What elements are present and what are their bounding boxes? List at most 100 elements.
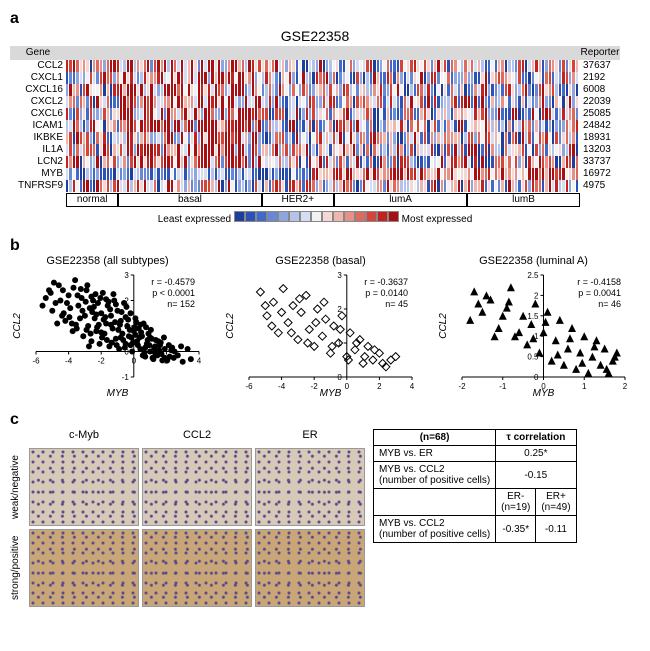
panel-c-body: c-MybCCL2ERweak/negativestrong/positive … xyxy=(10,429,620,607)
correlation-table: (n=68)τ correlationMYB vs. ER0.25*MYB vs… xyxy=(373,429,577,543)
corr-value: -0.35* xyxy=(496,516,536,543)
data-point xyxy=(138,329,144,335)
data-point xyxy=(297,308,305,316)
xlabel: MYB xyxy=(533,388,555,399)
data-point xyxy=(103,296,109,302)
scatter-plot: GSE22358 (all subtypes)-6-4-2024-10123MY… xyxy=(10,255,205,399)
data-point xyxy=(568,324,576,332)
corr-value: 0.25* xyxy=(496,446,576,462)
heatmap-cell xyxy=(576,96,579,108)
xtick-label: -4 xyxy=(65,357,73,366)
data-point xyxy=(127,327,133,333)
data-point xyxy=(143,324,149,330)
xtick-label: -6 xyxy=(245,382,253,391)
data-point xyxy=(162,355,168,361)
ylabel: CCL2 xyxy=(12,313,23,339)
gene-label: ICAM1 xyxy=(10,120,66,132)
data-point xyxy=(588,353,596,361)
panel-a-label: a xyxy=(10,10,28,28)
data-point xyxy=(114,342,120,348)
data-point xyxy=(128,310,134,316)
data-point xyxy=(327,349,335,357)
data-point xyxy=(115,327,121,333)
ihc-col-header: ER xyxy=(255,429,365,445)
heatmap-cell xyxy=(576,132,579,144)
heatmap-row xyxy=(66,108,580,120)
data-point xyxy=(88,338,94,344)
data-point xyxy=(351,346,359,354)
data-point xyxy=(564,344,572,352)
reporter-label: 13203 xyxy=(580,144,620,156)
gene-label: IL1A xyxy=(10,144,66,156)
data-point xyxy=(98,329,104,335)
panel-b: b GSE22358 (all subtypes)-6-4-2024-10123… xyxy=(10,237,640,399)
heatmap-cell xyxy=(576,144,579,156)
data-point xyxy=(101,317,107,323)
heatmap-cell xyxy=(576,84,579,96)
data-point xyxy=(67,305,73,311)
data-point xyxy=(542,318,550,326)
corr-row-label: MYB vs. ER xyxy=(374,446,496,462)
scatter-plot: GSE22358 (luminal A)-2-101200.511.522.5M… xyxy=(436,255,631,399)
data-point xyxy=(157,342,163,348)
corr-row-label: MYB vs. CCL2(number of positive cells) xyxy=(374,516,496,543)
data-point xyxy=(478,308,486,316)
heatmap-cell xyxy=(576,120,579,132)
data-point xyxy=(305,325,313,333)
xtick-label: -6 xyxy=(32,357,40,366)
xtick-label: 4 xyxy=(410,382,415,391)
data-point xyxy=(603,365,611,373)
data-point xyxy=(392,353,400,361)
data-point xyxy=(369,356,377,364)
heatmap-row xyxy=(66,120,580,132)
data-point xyxy=(70,285,76,291)
data-point xyxy=(527,320,535,328)
gene-label: LCN2 xyxy=(10,156,66,168)
heatmap-cell xyxy=(576,180,579,192)
reporter-label: 2192 xyxy=(580,72,620,84)
ihc-col-header: CCL2 xyxy=(142,429,252,445)
data-point xyxy=(118,334,124,340)
data-point xyxy=(566,334,574,342)
xtick-label: 1 xyxy=(582,382,587,391)
reporter-header: Reporter xyxy=(580,46,620,60)
panel-c: c c-MybCCL2ERweak/negativestrong/positiv… xyxy=(10,411,640,607)
ihc-image xyxy=(29,448,139,526)
ihc-image xyxy=(142,529,252,607)
heatmap-row xyxy=(66,96,580,108)
legend-swatch xyxy=(267,211,278,222)
heatmap-cell xyxy=(576,60,579,72)
xlabel: MYB xyxy=(320,388,342,399)
heatmap-row xyxy=(66,144,580,156)
reporter-label: 4975 xyxy=(580,180,620,192)
legend-swatch xyxy=(322,211,333,222)
data-point xyxy=(580,332,588,340)
heatmap-cell xyxy=(576,108,579,120)
scatter-title: GSE22358 (basal) xyxy=(223,255,418,267)
xtick-label: 0 xyxy=(132,357,137,366)
data-point xyxy=(75,292,81,298)
subtype-box: HER2+ xyxy=(262,193,335,207)
data-point xyxy=(597,361,605,369)
heatmap-header-blank xyxy=(66,46,580,60)
legend-swatch xyxy=(289,211,300,222)
data-point xyxy=(142,345,148,351)
data-point xyxy=(79,308,85,314)
heatmap-grid xyxy=(66,46,580,192)
data-point xyxy=(507,283,515,291)
data-point xyxy=(147,334,153,340)
xtick-label: -1 xyxy=(499,382,507,391)
data-point xyxy=(48,290,54,296)
xlabel: MYB xyxy=(107,388,129,399)
legend-swatch xyxy=(311,211,322,222)
data-point xyxy=(261,302,269,310)
ytick-label: 2 xyxy=(534,291,539,300)
data-point xyxy=(544,308,552,316)
legend-swatch xyxy=(245,211,256,222)
data-point xyxy=(49,308,55,314)
panel-b-label: b xyxy=(10,237,28,255)
data-point xyxy=(153,337,159,343)
data-point xyxy=(185,346,191,352)
data-point xyxy=(51,280,57,286)
data-point xyxy=(54,320,60,326)
